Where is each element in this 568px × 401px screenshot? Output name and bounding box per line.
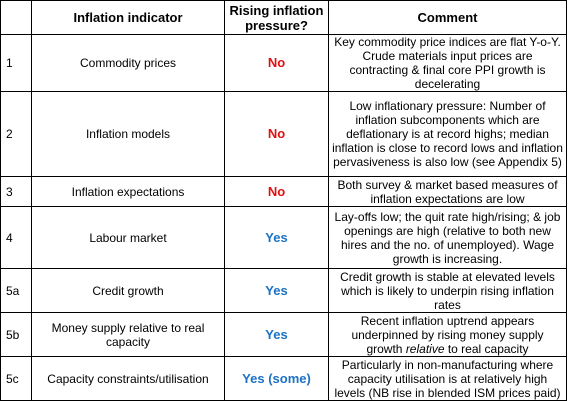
row-rising-value: Yes bbox=[224, 206, 329, 269]
row-indicator: Commodity prices bbox=[31, 34, 225, 92]
row-comment: Particularly in non-manufacturing where … bbox=[328, 356, 567, 401]
table-row: 5b Money supply relative to real capacit… bbox=[0, 312, 567, 357]
table-row: 1 Commodity prices No Key commodity pric… bbox=[0, 34, 567, 92]
header-rising-pressure: Rising inflation pressure? bbox=[224, 0, 329, 35]
comment-text: to real capacity bbox=[447, 341, 529, 356]
row-rising-value: Yes (some) bbox=[224, 356, 329, 401]
table-row: 2 Inflation models No Low inflationary p… bbox=[0, 91, 567, 177]
comment-emphasis: relative bbox=[405, 341, 445, 356]
row-comment: Recent inflation uptrend appears underpi… bbox=[328, 312, 567, 357]
row-comment: Both survey & market based measures of i… bbox=[328, 176, 567, 207]
header-indicator: Inflation indicator bbox=[31, 0, 225, 35]
table-row: 4 Labour market Yes Lay-offs low; the qu… bbox=[0, 206, 567, 269]
row-comment: Lay-offs low; the quit rate high/rising;… bbox=[328, 206, 567, 269]
row-indicator: Inflation expectations bbox=[31, 176, 225, 207]
row-rising-value: No bbox=[224, 176, 329, 207]
row-rising-value: Yes bbox=[224, 268, 329, 313]
row-comment: Low inflationary pressure: Number of inf… bbox=[328, 91, 567, 177]
row-indicator: Labour market bbox=[31, 206, 225, 269]
row-indicator: Money supply relative to real capacity bbox=[31, 312, 225, 357]
table-row: 5c Capacity constraints/utilisation Yes … bbox=[0, 356, 567, 401]
header-comment: Comment bbox=[328, 0, 567, 35]
row-number: 5c bbox=[0, 356, 32, 401]
row-number: 5a bbox=[0, 268, 32, 313]
row-indicator: Capacity constraints/utilisation bbox=[31, 356, 225, 401]
table-row: 5a Credit growth Yes Credit growth is st… bbox=[0, 268, 567, 313]
row-indicator: Inflation models bbox=[31, 91, 225, 177]
row-number: 3 bbox=[0, 176, 32, 207]
row-comment: Key commodity price indices are flat Y-o… bbox=[328, 34, 567, 92]
header-number bbox=[0, 0, 32, 35]
row-rising-value: No bbox=[224, 91, 329, 177]
table-header-row: Inflation indicator Rising inflation pre… bbox=[0, 0, 567, 35]
row-rising-value: Yes bbox=[224, 312, 329, 357]
row-comment: Credit growth is stable at elevated leve… bbox=[328, 268, 567, 313]
comment-text: Recent inflation uptrend appears underpi… bbox=[351, 313, 544, 356]
row-rising-value: No bbox=[224, 34, 329, 92]
table-row: 3 Inflation expectations No Both survey … bbox=[0, 176, 567, 207]
row-number: 1 bbox=[0, 34, 32, 92]
row-indicator: Credit growth bbox=[31, 268, 225, 313]
row-number: 4 bbox=[0, 206, 32, 269]
row-number: 5b bbox=[0, 312, 32, 357]
row-number: 2 bbox=[0, 91, 32, 177]
